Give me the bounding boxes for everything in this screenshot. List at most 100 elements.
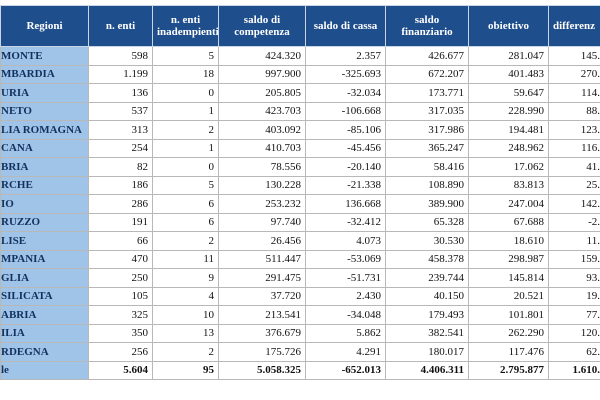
value-cell: 83.813 xyxy=(468,175,549,195)
value-cell: 5 xyxy=(152,46,219,66)
table-row: IO 286 6 253.232 136.668 389.900 247.004 142. xyxy=(0,194,600,214)
table-row: SILICATA 105 4 37.720 2.430 40.150 20.521 19. xyxy=(0,286,600,306)
value-cell: 997.900 xyxy=(218,64,306,84)
value-cell: 136 xyxy=(88,83,153,103)
value-cell: 1 xyxy=(152,138,219,158)
value-cell: 10 xyxy=(152,305,219,325)
value-cell: 0 xyxy=(152,83,219,103)
table-body: MONTE 598 5 424.320 2.357 426.677 281.047 145. M… xyxy=(0,46,600,380)
value-cell: 281.047 xyxy=(468,46,549,66)
value-cell: 0 xyxy=(152,157,219,177)
column-header: saldo di cassa xyxy=(305,5,386,47)
region-cell: IO xyxy=(0,194,89,214)
table-row: MONTE 598 5 424.320 2.357 426.677 281.047 145. xyxy=(0,46,600,66)
value-cell: 247.004 xyxy=(468,194,549,214)
value-cell: 250 xyxy=(88,268,153,288)
table-row: RUZZO 191 6 97.740 -32.412 65.328 67.688 -2. xyxy=(0,212,600,232)
value-cell: 40.150 xyxy=(385,286,469,306)
value-cell: 13 xyxy=(152,323,219,343)
value-cell: 325 xyxy=(88,305,153,325)
value-cell: 286 xyxy=(88,194,153,214)
value-cell: 9 xyxy=(152,268,219,288)
table-row: LIA ROMAGNA 313 2 403.092 -85.106 317.986 194.… xyxy=(0,120,600,140)
region-cell: MPANIA xyxy=(0,249,89,269)
value-cell: 62. xyxy=(548,342,600,362)
value-cell: 180.017 xyxy=(385,342,469,362)
value-cell: 537 xyxy=(88,101,153,121)
value-cell: -53.069 xyxy=(305,249,386,269)
value-cell: 5 xyxy=(152,175,219,195)
value-cell: 25. xyxy=(548,175,600,195)
value-cell: 191 xyxy=(88,212,153,232)
value-cell: 228.990 xyxy=(468,101,549,121)
value-cell: -2. xyxy=(548,212,600,232)
value-cell: 26.456 xyxy=(218,231,306,251)
value-cell: -85.106 xyxy=(305,120,386,140)
value-cell: 66 xyxy=(88,231,153,251)
value-cell: 403.092 xyxy=(218,120,306,140)
value-cell: -34.048 xyxy=(305,305,386,325)
value-cell: 253.232 xyxy=(218,194,306,214)
value-cell: 5.604 xyxy=(88,360,153,380)
value-cell: 458.378 xyxy=(385,249,469,269)
value-cell: 2 xyxy=(152,231,219,251)
region-cell: LIA ROMAGNA xyxy=(0,120,89,140)
value-cell: 105 xyxy=(88,286,153,306)
table-row: ILIA 350 13 376.679 5.862 382.541 262.290 120. xyxy=(0,323,600,343)
value-cell: 410.703 xyxy=(218,138,306,158)
region-cell: ABRIA xyxy=(0,305,89,325)
value-cell: 401.483 xyxy=(468,64,549,84)
column-header: obiettivo xyxy=(468,5,549,47)
table-row: RCHE 186 5 130.228 -21.338 108.890 83.813 25. xyxy=(0,175,600,195)
value-cell: 114. xyxy=(548,83,600,103)
value-cell: 376.679 xyxy=(218,323,306,343)
region-cell: CANA xyxy=(0,138,89,158)
value-cell: 11. xyxy=(548,231,600,251)
value-cell: 511.447 xyxy=(218,249,306,269)
column-header: differenz xyxy=(548,5,600,47)
value-cell: -32.412 xyxy=(305,212,386,232)
value-cell: 175.726 xyxy=(218,342,306,362)
value-cell: 145.814 xyxy=(468,268,549,288)
value-cell: 4.291 xyxy=(305,342,386,362)
region-cell: MONTE xyxy=(0,46,89,66)
value-cell: 423.703 xyxy=(218,101,306,121)
value-cell: 4.073 xyxy=(305,231,386,251)
value-cell: 82 xyxy=(88,157,153,177)
column-header: Regioni xyxy=(0,5,89,47)
region-cell: GLIA xyxy=(0,268,89,288)
total-row: le 5.604 95 5.058.325 -652.013 4.406.311 2.795… xyxy=(0,360,600,380)
value-cell: 130.228 xyxy=(218,175,306,195)
region-cell: le xyxy=(0,360,89,380)
value-cell: 389.900 xyxy=(385,194,469,214)
region-cell: SILICATA xyxy=(0,286,89,306)
value-cell: 350 xyxy=(88,323,153,343)
value-cell: 317.035 xyxy=(385,101,469,121)
value-cell: -32.034 xyxy=(305,83,386,103)
region-cell: ILIA xyxy=(0,323,89,343)
value-cell: 145. xyxy=(548,46,600,66)
column-header: n. enti xyxy=(88,5,153,47)
value-cell: 317.986 xyxy=(385,120,469,140)
value-cell: 67.688 xyxy=(468,212,549,232)
value-cell: 1 xyxy=(152,101,219,121)
region-cell: BRIA xyxy=(0,157,89,177)
region-cell: RUZZO xyxy=(0,212,89,232)
value-cell: -106.668 xyxy=(305,101,386,121)
value-cell: 97.740 xyxy=(218,212,306,232)
region-cell: MBARDIA xyxy=(0,64,89,84)
value-cell: 254 xyxy=(88,138,153,158)
region-cell: RDEGNA xyxy=(0,342,89,362)
table-row: GLIA 250 9 291.475 -51.731 239.744 145.814 93. xyxy=(0,268,600,288)
value-cell: -45.456 xyxy=(305,138,386,158)
value-cell: 173.771 xyxy=(385,83,469,103)
value-cell: 2 xyxy=(152,342,219,362)
table-row: CANA 254 1 410.703 -45.456 365.247 248.962 116. xyxy=(0,138,600,158)
table-row: BRIA 82 0 78.556 -20.140 58.416 17.062 41. xyxy=(0,157,600,177)
value-cell: 205.805 xyxy=(218,83,306,103)
value-cell: -21.338 xyxy=(305,175,386,195)
value-cell: 123. xyxy=(548,120,600,140)
value-cell: 256 xyxy=(88,342,153,362)
